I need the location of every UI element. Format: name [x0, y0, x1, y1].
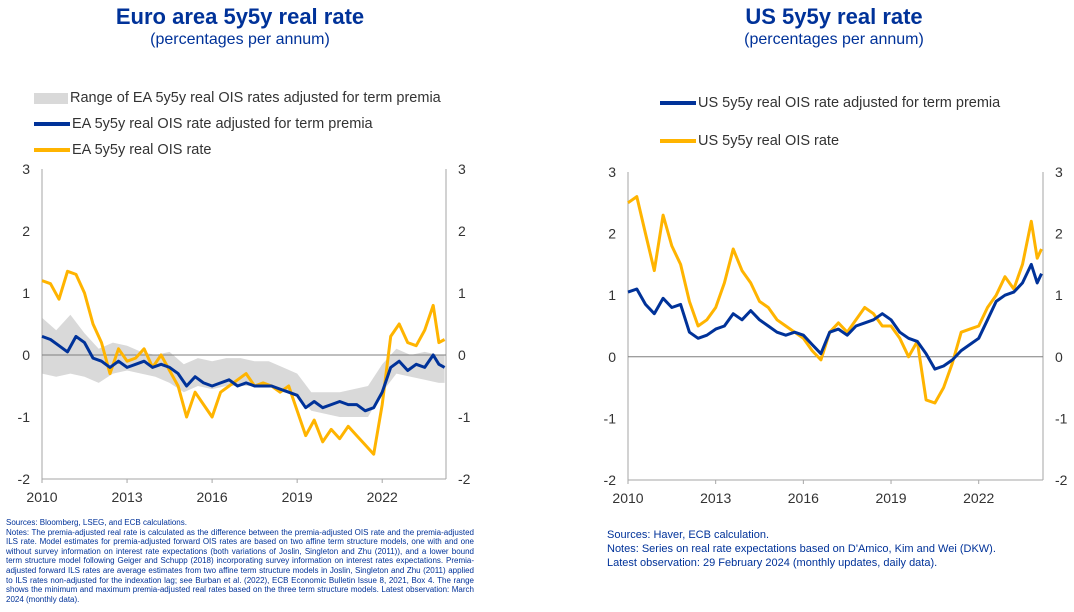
left-legend-item-adjusted: EA 5y5y real OIS rate adjusted for term …	[34, 116, 373, 132]
right-chart-title: US 5y5y real rate	[745, 4, 923, 29]
right-xtick-label: 2010	[612, 490, 643, 506]
right-ytick-right: 1	[1055, 287, 1063, 303]
left-ytick-left: -1	[18, 409, 31, 425]
right-ytick-right: 2	[1055, 226, 1063, 242]
right-ytick-right: 3	[1055, 164, 1063, 180]
left-xtick-label: 2019	[282, 489, 313, 505]
right-ytick-left: 0	[608, 349, 616, 365]
left-ytick-left: -2	[18, 471, 31, 487]
right-legend-item-ois: US 5y5y real OIS rate	[660, 133, 839, 149]
right-xtick-label: 2019	[875, 490, 906, 506]
right-latest-observation: Latest observation: 29 February 2024 (mo…	[607, 557, 938, 569]
line-swatch-blue	[660, 101, 696, 105]
right-notes: Sources: Haver, ECB calculation. Notes: …	[607, 528, 1067, 570]
left-ytick-left: 2	[22, 223, 30, 239]
right-xtick-label: 2013	[700, 490, 731, 506]
left-notes: Sources: Bloomberg, LSEG, and ECB calcul…	[6, 518, 474, 604]
left-ytick-right: 3	[458, 161, 466, 177]
left-ytick-right: 1	[458, 285, 466, 301]
left-ytick-left: 3	[22, 161, 30, 177]
left-sources: Sources: Bloomberg, LSEG, and ECB calcul…	[6, 518, 187, 527]
left-ytick-left: 1	[22, 285, 30, 301]
left-xtick-label: 2022	[367, 489, 398, 505]
line-swatch-yellow	[660, 139, 696, 143]
legend-label: US 5y5y real OIS rate adjusted for term …	[698, 95, 1001, 111]
left-legend-item-ois: EA 5y5y real OIS rate	[34, 142, 211, 158]
left-range-band	[42, 314, 445, 417]
left-xtick-label: 2010	[26, 489, 57, 505]
right-ytick-left: 3	[608, 164, 616, 180]
right-ytick-right: -2	[1055, 472, 1068, 488]
left-ytick-right: -1	[458, 409, 471, 425]
legend-label: EA 5y5y real OIS rate	[72, 142, 212, 158]
left-xtick-label: 2016	[197, 489, 228, 505]
left-series-ois-line	[41, 269, 446, 456]
band-swatch	[34, 92, 68, 104]
right-ytick-left: -2	[604, 472, 617, 488]
right-ytick-left: -1	[604, 410, 617, 426]
right-series-ois-line	[627, 195, 1043, 405]
left-chart-subtitle: (percentages per annum)	[150, 31, 330, 48]
left-legend-item-range: Range of EA 5y5y real OIS rates adjusted…	[34, 90, 441, 106]
right-xtick-label: 2016	[788, 490, 819, 506]
left-xtick-label: 2013	[111, 489, 142, 505]
left-ytick-left: 0	[22, 347, 30, 363]
line-swatch-blue	[34, 122, 70, 126]
left-ytick-right: 0	[458, 347, 466, 363]
left-chart-title: Euro area 5y5y real rate	[115, 4, 365, 29]
legend-label: EA 5y5y real OIS rate adjusted for term …	[72, 116, 373, 132]
right-xtick-label: 2022	[963, 490, 994, 506]
line-swatch-yellow	[34, 148, 70, 152]
right-notes-text: Notes: Series on real rate expectations …	[607, 543, 996, 555]
left-ytick-right: -2	[458, 471, 471, 487]
right-sources: Sources: Haver, ECB calculation.	[607, 529, 770, 541]
legend-label: US 5y5y real OIS rate	[698, 133, 840, 149]
legend-label: Range of EA 5y5y real OIS rates adjusted…	[70, 90, 441, 106]
right-ytick-left: 2	[608, 226, 616, 242]
right-chart-subtitle: (percentages per annum)	[744, 31, 924, 48]
right-series-adjusted-line	[627, 262, 1043, 371]
right-legend-item-adjusted: US 5y5y real OIS rate adjusted for term …	[660, 95, 1000, 111]
left-ytick-right: 2	[458, 223, 466, 239]
right-ytick-right: -1	[1055, 410, 1068, 426]
left-notes-text: Notes: The premia-adjusted real rate is …	[6, 527, 474, 604]
right-ytick-right: 0	[1055, 349, 1063, 365]
right-ytick-left: 1	[608, 287, 616, 303]
left-series-adjusted-line	[41, 334, 446, 413]
